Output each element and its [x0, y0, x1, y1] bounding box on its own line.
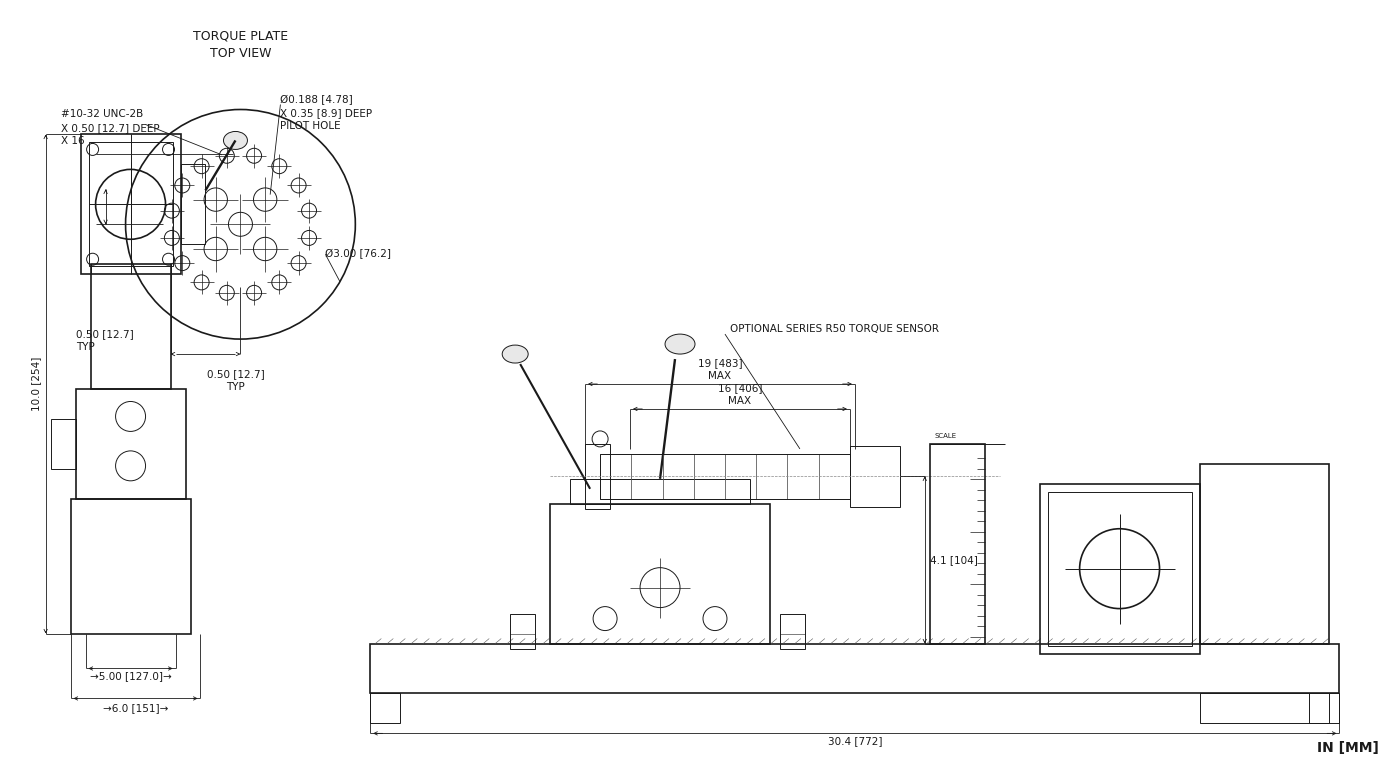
Text: #10-32 UNC-2B
X 0.50 [12.7] DEEP
X 16: #10-32 UNC-2B X 0.50 [12.7] DEEP X 16 [60, 109, 160, 146]
Bar [601, 454, 850, 498]
Text: 16 [406]
MAX: 16 [406] MAX [718, 383, 762, 406]
Text: Ø3.00 [76.2]: Ø3.00 [76.2] [325, 249, 392, 259]
Bar [819, 454, 850, 498]
Bar [662, 454, 694, 498]
Bar [91, 264, 171, 389]
Ellipse shape [503, 345, 528, 363]
Bar [76, 389, 186, 498]
Text: 0.50 [12.7]
TYP: 0.50 [12.7] TYP [76, 329, 133, 352]
Text: 30.4 [772]: 30.4 [772] [827, 736, 882, 746]
Bar [88, 142, 172, 266]
Text: 19 [483]
MAX: 19 [483] MAX [697, 358, 742, 381]
Text: OPTIONAL SERIES R50 TORQUE SENSOR: OPTIONAL SERIES R50 TORQUE SENSOR [729, 324, 939, 334]
Text: →5.00 [127.0]→: →5.00 [127.0]→ [90, 672, 171, 681]
Bar [371, 643, 1340, 694]
Bar [1040, 484, 1200, 653]
Ellipse shape [665, 334, 694, 354]
Bar [1047, 491, 1191, 646]
Text: IN [MM]: IN [MM] [1317, 741, 1379, 755]
Bar [631, 454, 662, 498]
Bar [70, 498, 190, 634]
Bar [550, 504, 770, 643]
Text: 0.50 [12.7]
TYP: 0.50 [12.7] TYP [207, 369, 265, 392]
Bar [850, 446, 900, 507]
Text: 4.1 [104]: 4.1 [104] [930, 555, 977, 565]
Bar [787, 454, 819, 498]
Bar [1309, 694, 1340, 724]
Text: 10.0 [254]: 10.0 [254] [31, 357, 41, 411]
Text: TORQUE PLATE
TOP VIEW: TORQUE PLATE TOP VIEW [193, 29, 288, 60]
Bar [694, 454, 725, 498]
Bar [371, 694, 400, 724]
Ellipse shape [224, 132, 248, 149]
Bar [181, 164, 206, 245]
Bar [510, 614, 535, 649]
Bar [780, 614, 805, 649]
Bar [930, 444, 984, 643]
Bar [1200, 464, 1330, 643]
Bar [585, 444, 610, 509]
Text: →6.0 [151]→: →6.0 [151]→ [102, 704, 168, 714]
Bar [50, 419, 76, 469]
Text: Ø0.188 [4.78]
X 0.35 [8.9] DEEP
PILOT HOLE: Ø0.188 [4.78] X 0.35 [8.9] DEEP PILOT HO… [280, 94, 372, 131]
Bar [1200, 694, 1330, 724]
Bar [81, 135, 181, 274]
Text: SCALE: SCALE [935, 433, 956, 439]
Bar [756, 454, 787, 498]
Bar [725, 454, 756, 498]
Bar [570, 479, 750, 504]
Bar [601, 454, 631, 498]
